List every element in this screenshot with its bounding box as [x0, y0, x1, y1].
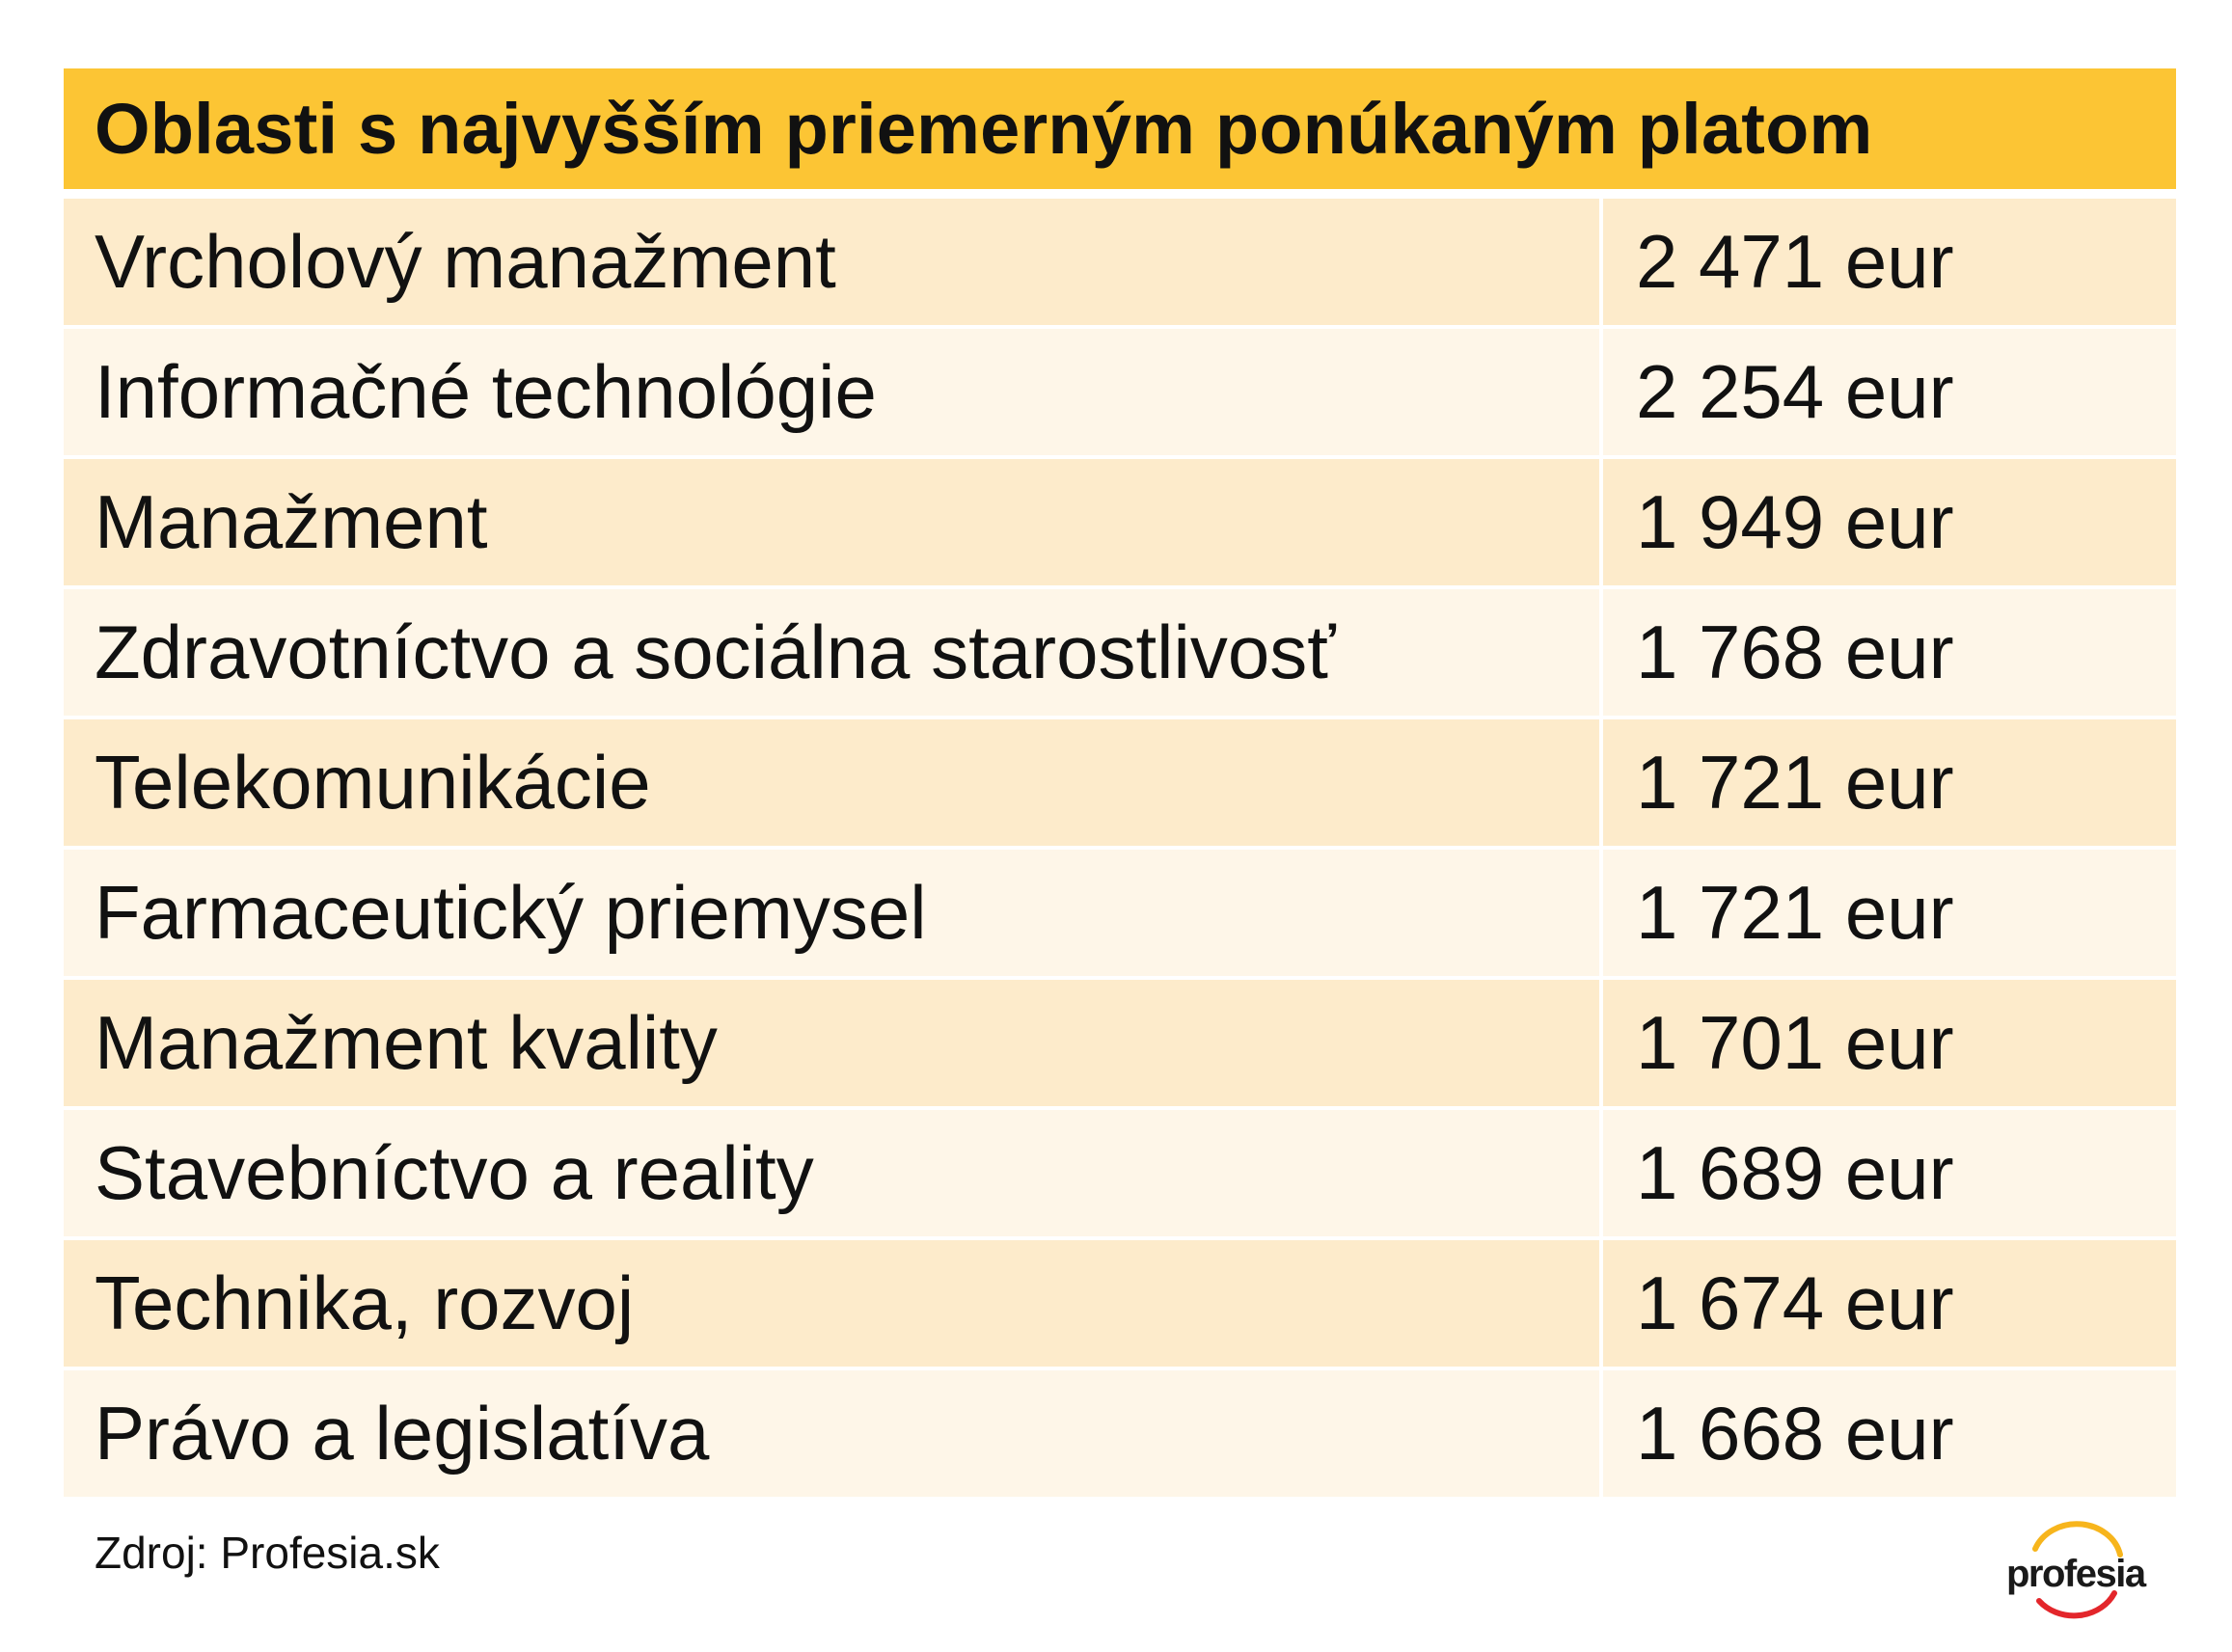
row-label: Informačné technológie [64, 329, 1599, 455]
table-title: Oblasti s najvyšším priemerným ponúkaným… [64, 68, 2176, 189]
table-row: Telekomunikácie 1 721 eur [64, 719, 2176, 846]
row-label: Vrcholový manažment [64, 199, 1599, 325]
row-label: Farmaceutický priemysel [64, 850, 1599, 976]
table-row: Zdravotníctvo a sociálna starostlivosť 1 … [64, 589, 2176, 716]
table-row: Vrcholový manažment 2 471 eur [64, 199, 2176, 325]
table-row: Technika, rozvoj 1 674 eur [64, 1240, 2176, 1367]
row-value: 2 254 eur [1603, 329, 2176, 455]
table-row: Manažment 1 949 eur [64, 459, 2176, 585]
source-note: Zdroj: Profesia.sk [95, 1528, 440, 1578]
row-label: Stavebníctvo a reality [64, 1110, 1599, 1236]
row-label: Manažment kvality [64, 980, 1599, 1106]
row-label: Technika, rozvoj [64, 1240, 1599, 1367]
row-label: Zdravotníctvo a sociálna starostlivosť [64, 589, 1599, 716]
row-value: 1 674 eur [1603, 1240, 2176, 1367]
row-value: 1 689 eur [1603, 1110, 2176, 1236]
table-row: Informačné technológie 2 254 eur [64, 329, 2176, 455]
row-value: 1 768 eur [1603, 589, 2176, 716]
table-row: Manažment kvality 1 701 eur [64, 980, 2176, 1106]
table-row: Právo a legislatíva 1 668 eur [64, 1370, 2176, 1497]
profesia-arc-icon [2032, 1521, 2123, 1619]
row-value: 2 471 eur [1603, 199, 2176, 325]
row-value: 1 701 eur [1603, 980, 2176, 1106]
table-row: Farmaceutický priemysel 1 721 eur [64, 850, 2176, 976]
row-value: 1 721 eur [1603, 850, 2176, 976]
table-row: Stavebníctvo a reality 1 689 eur [64, 1110, 2176, 1236]
salary-table: Vrcholový manažment 2 471 eur Informačné t… [64, 199, 2176, 1497]
row-label: Manažment [64, 459, 1599, 585]
row-label: Telekomunikácie [64, 719, 1599, 846]
logo-text: profesia [2006, 1553, 2146, 1595]
profesia-logo: profesia [2006, 1516, 2146, 1622]
row-label: Právo a legislatíva [64, 1370, 1599, 1497]
row-value: 1 949 eur [1603, 459, 2176, 585]
salary-table-figure: Oblasti s najvyšším priemerným ponúkaným… [64, 68, 2176, 1501]
row-value: 1 668 eur [1603, 1370, 2176, 1497]
row-value: 1 721 eur [1603, 719, 2176, 846]
